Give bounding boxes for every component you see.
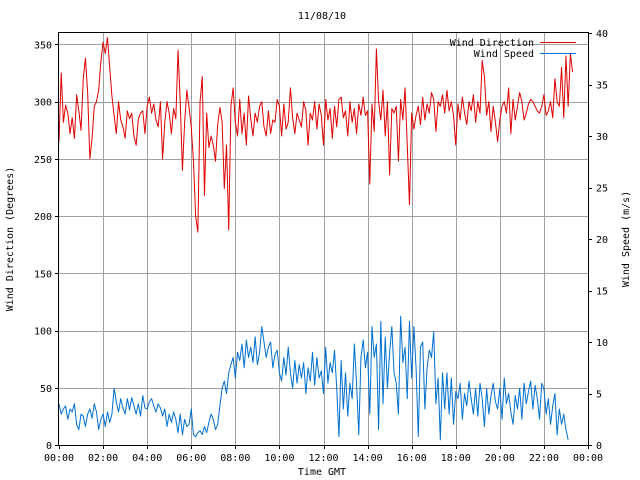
x-tick-label: 06:00 <box>176 453 206 464</box>
series-line-wind-direction <box>58 37 574 233</box>
y-tick-label-right: 10 <box>596 338 608 349</box>
x-tick-label: 00:00 <box>44 453 74 464</box>
y-tick-label-right: 0 <box>596 441 602 452</box>
y-axis-label-left: Wind Direction (Degrees) <box>5 167 16 312</box>
y-tick-label-right: 25 <box>596 184 608 195</box>
x-tick-label: 16:00 <box>397 453 427 464</box>
series-line-wind-speed <box>58 315 569 441</box>
legend: Wind Direction Wind Speed <box>450 38 576 60</box>
x-tick-label: 08:00 <box>220 453 250 464</box>
y-tick-label-left: 0 <box>46 441 52 452</box>
x-tick-label: 18:00 <box>441 453 471 464</box>
y-tick-label-right: 40 <box>596 29 608 40</box>
y-tick-label-right: 30 <box>596 132 608 143</box>
y-tick-label-left: 50 <box>40 384 52 395</box>
legend-label-wind-speed: Wind Speed <box>474 49 534 60</box>
y-tick-label-right: 35 <box>596 81 608 92</box>
x-tick-label: 22:00 <box>529 453 559 464</box>
y-tick-label-left: 350 <box>34 40 52 51</box>
x-tick-label: 10:00 <box>264 453 294 464</box>
y-axis-label-right: Wind Speed (m/s) <box>621 191 632 287</box>
y-tick-label-left: 250 <box>34 155 52 166</box>
x-tick-label: 04:00 <box>132 453 162 464</box>
chart-title: 11/08/10 <box>298 11 346 22</box>
y-tick-label-left: 300 <box>34 98 52 109</box>
y-tick-label-right: 15 <box>596 287 608 298</box>
y-tick-label-left: 200 <box>34 212 52 223</box>
y-tick-label-left: 100 <box>34 327 52 338</box>
x-tick-label: 20:00 <box>485 453 515 464</box>
y-tick-label-left: 150 <box>34 269 52 280</box>
y-tick-label-right: 20 <box>596 235 608 246</box>
axis-ticks: 00:00 02:00 04:00 06:00 08:00 10:00 12:00 14:00… <box>34 29 608 464</box>
x-tick-label: 00:00 <box>573 453 603 464</box>
x-tick-label: 14:00 <box>353 453 383 464</box>
x-tick-label: 12:00 <box>308 453 338 464</box>
legend-label-wind-direction: Wind Direction <box>450 38 534 49</box>
y-tick-label-right: 5 <box>596 390 602 401</box>
x-axis-label: Time GMT <box>298 467 346 478</box>
plot-series <box>58 37 574 441</box>
x-tick-label: 02:00 <box>88 453 118 464</box>
